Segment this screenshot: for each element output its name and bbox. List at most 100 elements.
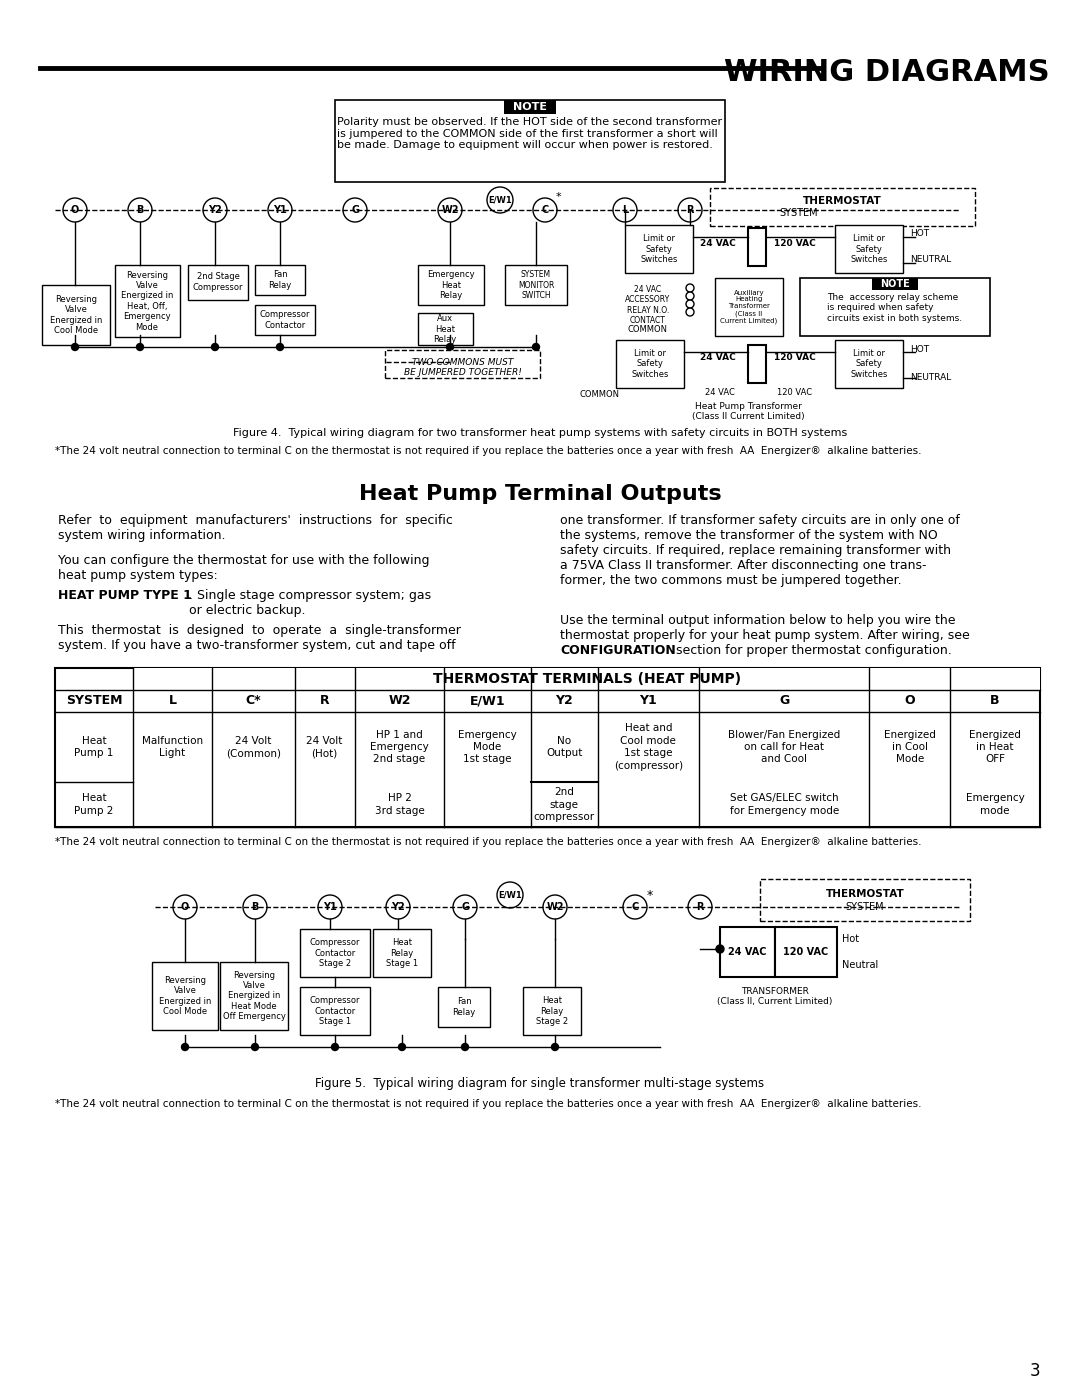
Text: Blower/Fan Energized
on call for Heat
and Cool: Blower/Fan Energized on call for Heat an…	[728, 729, 840, 764]
Text: E/W1: E/W1	[488, 196, 512, 204]
Bar	[152, 963, 218, 1030]
Text: Figure 5.  Typical wiring diagram for single transformer multi-stage systems: Figure 5. Typical wiring diagram for sin…	[315, 1077, 765, 1090]
Text: L: L	[622, 205, 629, 215]
Text: Set GAS/ELEC switch
for Emergency mode: Set GAS/ELEC switch for Emergency mode	[730, 793, 839, 816]
Bar	[418, 265, 484, 305]
Text: Heat Pump Terminal Outputs: Heat Pump Terminal Outputs	[359, 483, 721, 504]
Text: COMMON: COMMON	[580, 390, 620, 400]
Text: 24 Volt
(Hot): 24 Volt (Hot)	[307, 736, 342, 759]
Bar	[220, 963, 288, 1030]
Text: Heat and
Cool mode
1st stage
(compressor): Heat and Cool mode 1st stage (compressor…	[613, 724, 683, 771]
Text: Reversing
Valve
Energized in
Heat, Off,
Emergency
Mode: Reversing Valve Energized in Heat, Off, …	[121, 271, 173, 331]
Circle shape	[688, 895, 712, 919]
Circle shape	[332, 1044, 338, 1051]
Circle shape	[181, 1044, 189, 1051]
Circle shape	[453, 895, 477, 919]
Bar	[748, 228, 766, 265]
Bar	[715, 278, 783, 337]
Text: E/W1: E/W1	[498, 890, 522, 900]
Text: Refer  to  equipment  manufacturers'  instructions  for  specific
system wiring : Refer to equipment manufacturers' instru…	[58, 514, 453, 542]
Text: NEUTRAL: NEUTRAL	[910, 373, 951, 381]
Circle shape	[532, 344, 540, 351]
Text: Emergency
Mode
1st stage: Emergency Mode 1st stage	[458, 729, 517, 764]
Text: O: O	[71, 205, 79, 215]
Text: Malfunction
Light: Malfunction Light	[141, 736, 203, 759]
Circle shape	[497, 882, 523, 908]
Text: 120 VAC: 120 VAC	[778, 388, 812, 397]
Bar	[625, 225, 693, 272]
Bar	[438, 988, 490, 1027]
Circle shape	[212, 344, 218, 351]
Text: Neutral: Neutral	[842, 960, 878, 970]
Text: SYSTEM
MONITOR
SWITCH: SYSTEM MONITOR SWITCH	[517, 270, 554, 300]
Text: Limit or
Safety
Switches: Limit or Safety Switches	[850, 349, 888, 379]
Text: one transformer. If transformer safety circuits are in only one of
the systems, : one transformer. If transformer safety c…	[561, 514, 960, 587]
Circle shape	[71, 344, 79, 351]
Text: O: O	[180, 902, 189, 912]
Text: Compressor
Contactor
Stage 1: Compressor Contactor Stage 1	[310, 996, 361, 1025]
Bar	[255, 265, 305, 295]
Text: Polarity must be observed. If the HOT side of the second transformer
is jumpered: Polarity must be observed. If the HOT si…	[337, 117, 723, 151]
Text: Heat
Pump 2: Heat Pump 2	[75, 793, 113, 816]
Text: HP 2
3rd stage: HP 2 3rd stage	[375, 793, 424, 816]
Text: W2: W2	[388, 694, 410, 707]
Text: Hot: Hot	[842, 935, 859, 944]
Text: R: R	[697, 902, 704, 912]
Text: 2nd
stage
compressor: 2nd stage compressor	[534, 787, 595, 821]
Text: NOTE: NOTE	[513, 102, 546, 112]
Bar	[835, 225, 903, 272]
Circle shape	[136, 344, 144, 351]
Text: *: *	[647, 888, 653, 901]
Bar	[114, 265, 180, 337]
Text: Y1: Y1	[273, 205, 287, 215]
Text: Figure 4.  Typical wiring diagram for two transformer heat pump systems with saf: Figure 4. Typical wiring diagram for two…	[233, 427, 847, 439]
Bar	[800, 278, 990, 337]
Bar	[418, 313, 473, 345]
Text: 2nd Stage
Compressor: 2nd Stage Compressor	[192, 272, 243, 292]
Text: NOTE: NOTE	[880, 279, 909, 289]
Text: Auxiliary
Heating
Transformer
(Class II
Current Limited): Auxiliary Heating Transformer (Class II …	[720, 289, 778, 324]
Text: Compressor
Contactor: Compressor Contactor	[260, 310, 310, 330]
Text: 24 VAC: 24 VAC	[705, 388, 734, 397]
Circle shape	[543, 895, 567, 919]
Bar	[188, 265, 248, 300]
Text: W2: W2	[546, 902, 564, 912]
Text: B: B	[252, 902, 259, 912]
Text: 120 VAC: 120 VAC	[774, 239, 815, 247]
Text: Heat
Relay
Stage 1: Heat Relay Stage 1	[386, 939, 418, 968]
Bar	[775, 928, 837, 977]
Bar	[255, 305, 315, 335]
Text: Y2: Y2	[208, 205, 221, 215]
Circle shape	[343, 198, 367, 222]
Text: R: R	[320, 694, 329, 707]
Text: 24 Volt
(Common): 24 Volt (Common)	[226, 736, 281, 759]
Circle shape	[534, 198, 557, 222]
Text: Reversing
Valve
Energized in
Cool Mode: Reversing Valve Energized in Cool Mode	[159, 977, 212, 1016]
Text: NEUTRAL: NEUTRAL	[910, 256, 951, 264]
Bar	[835, 339, 903, 388]
Bar	[300, 929, 370, 977]
Text: R: R	[686, 205, 693, 215]
Text: Y2: Y2	[391, 902, 405, 912]
Text: O: O	[905, 694, 915, 707]
Circle shape	[252, 1044, 258, 1051]
Bar	[300, 988, 370, 1035]
Text: WIRING DIAGRAMS: WIRING DIAGRAMS	[725, 59, 1050, 87]
Text: 24 VAC
ACCESSORY
RELAY N.O.
CONTACT: 24 VAC ACCESSORY RELAY N.O. CONTACT	[625, 285, 671, 326]
Text: 24 VAC: 24 VAC	[700, 353, 735, 362]
Circle shape	[399, 1044, 405, 1051]
Text: SYSTEM: SYSTEM	[846, 902, 885, 912]
Text: CONFIGURATION: CONFIGURATION	[561, 644, 676, 657]
Text: THERMOSTAT: THERMOSTAT	[804, 196, 882, 205]
Text: Heat
Pump 1: Heat Pump 1	[75, 736, 113, 759]
Text: HOT: HOT	[910, 345, 929, 355]
Text: G: G	[779, 694, 789, 707]
Text: SYSTEM: SYSTEM	[66, 694, 122, 707]
Bar	[504, 101, 556, 115]
Circle shape	[268, 198, 292, 222]
Text: Use the terminal output information below to help you wire the
thermostat proper: Use the terminal output information belo…	[561, 615, 970, 643]
Text: HP 1 and
Emergency
2nd stage: HP 1 and Emergency 2nd stage	[370, 729, 429, 764]
Text: *: *	[555, 191, 561, 203]
Circle shape	[243, 895, 267, 919]
Text: G: G	[351, 205, 359, 215]
